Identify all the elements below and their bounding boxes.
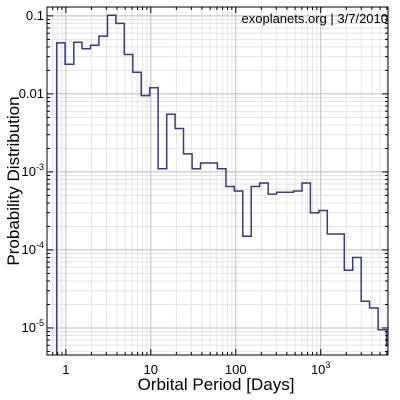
y-tick-label: 10-4 bbox=[22, 240, 44, 257]
x-tick-label: 10 bbox=[144, 362, 158, 377]
x-tick-label: 103 bbox=[311, 360, 330, 377]
y-tick-labels: 0.1 0.01 10-3 10-4 10-5 bbox=[19, 8, 44, 335]
tick-marks bbox=[46, 7, 388, 355]
x-tick-label: 1 bbox=[62, 362, 69, 377]
major-grid bbox=[47, 7, 388, 355]
x-tick-labels: 1 10 100 103 bbox=[62, 360, 330, 377]
plot-frame bbox=[46, 6, 389, 356]
x-tick-label: 100 bbox=[225, 362, 247, 377]
y-tick-label: 10-5 bbox=[22, 318, 44, 335]
annotation-text: exoplanets.org | 3/7/2010 bbox=[242, 11, 389, 26]
y-tick-label: 0.1 bbox=[26, 8, 44, 23]
histogram-line bbox=[55, 14, 388, 355]
y-tick-label: 10-3 bbox=[22, 162, 44, 179]
y-axis-title: Probability Distribution bbox=[4, 96, 23, 265]
x-axis-title: Orbital Period [Days] bbox=[138, 375, 295, 394]
minor-grid bbox=[46, 7, 388, 355]
y-tick-label: 0.01 bbox=[19, 86, 44, 101]
